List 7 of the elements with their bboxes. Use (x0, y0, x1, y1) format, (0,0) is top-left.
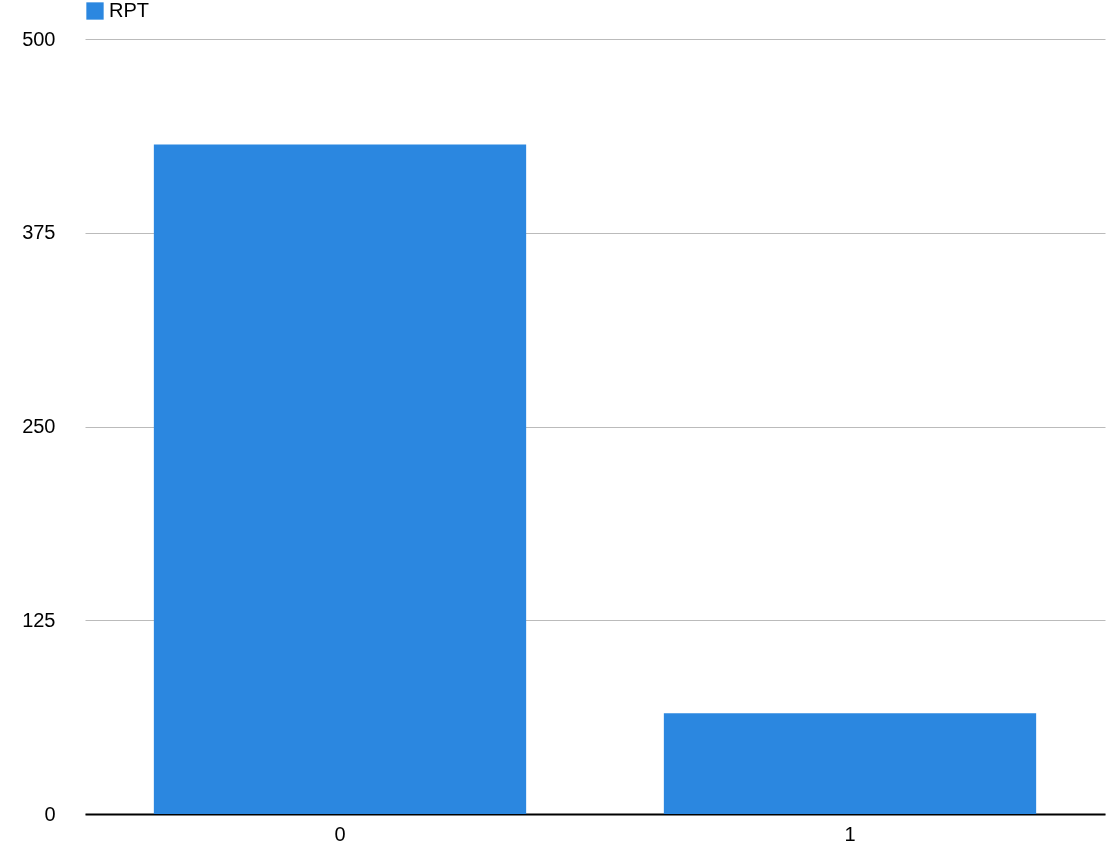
y-tick-label: 0 (44, 802, 56, 825)
y-tick-label: 250 (22, 415, 56, 437)
legend-label: RPT (109, 0, 149, 21)
y-tick-label: 375 (22, 221, 56, 244)
y-tick-label: 500 (22, 27, 56, 50)
x-tick-label: 1 (844, 822, 856, 845)
y-tick-label: 125 (22, 608, 56, 631)
